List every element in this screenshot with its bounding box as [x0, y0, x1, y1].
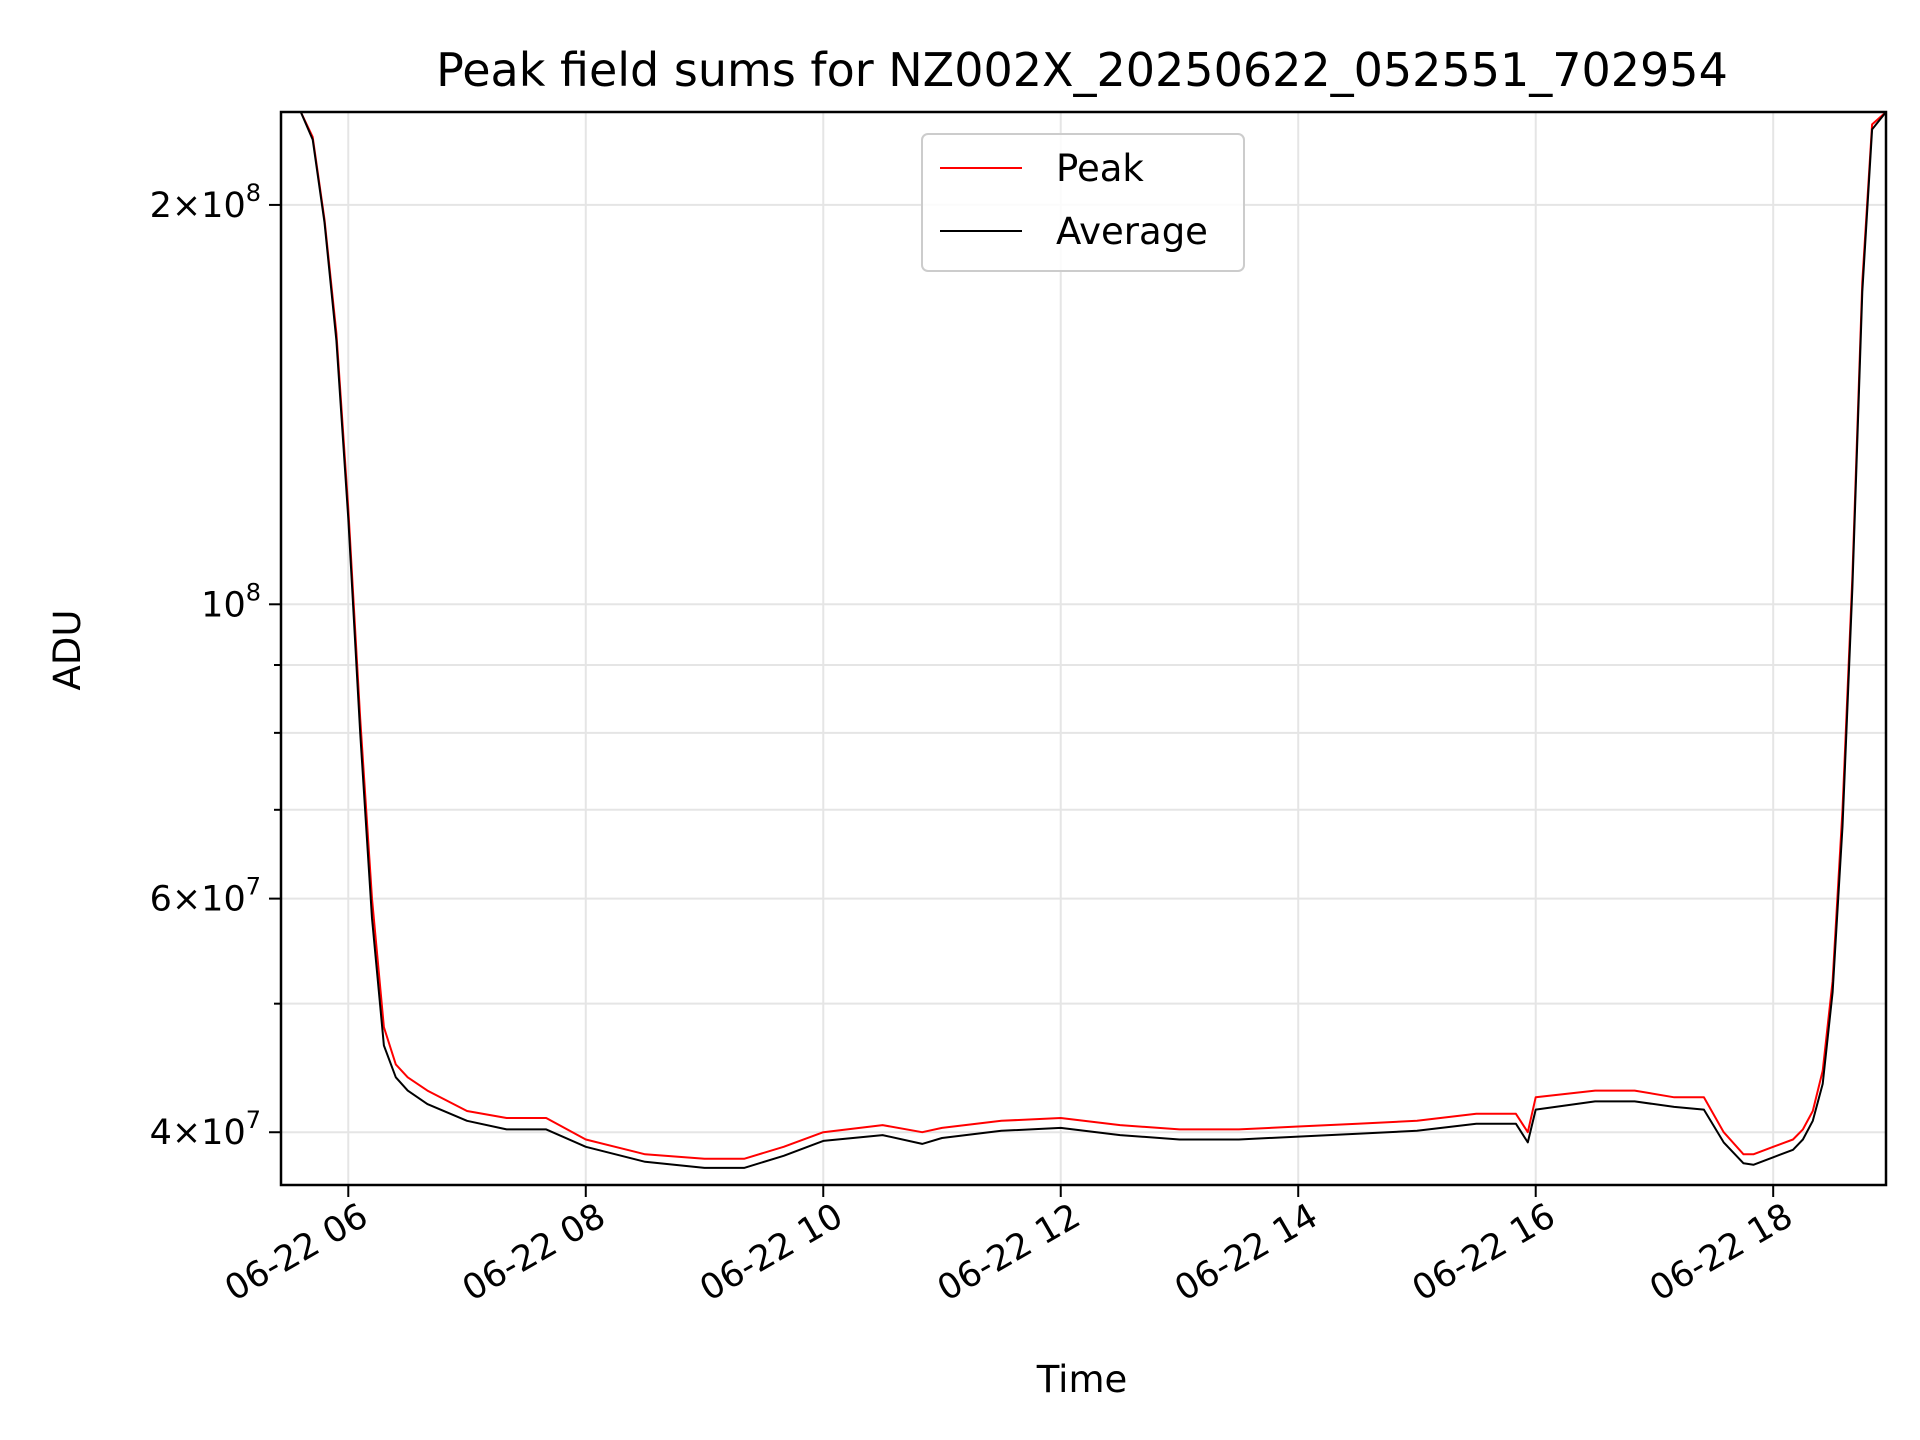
x-axis-label: Time	[1036, 1358, 1128, 1401]
axes-frame	[279, 110, 1888, 1187]
y-tick-label: 4×107	[150, 1106, 261, 1153]
legend: Peak Average	[921, 133, 1245, 272]
chart-title: Peak field sums for NZ002X_20250622_0525…	[436, 43, 1728, 97]
legend-label-peak: Peak	[1056, 147, 1144, 190]
y-tick-label: 2×108	[150, 179, 261, 226]
plot-area	[281, 112, 1886, 1185]
series-layer	[281, 112, 1886, 1169]
series-line-peak	[281, 112, 1886, 1160]
y-axis: 4×107 6×107 108 2×108	[150, 179, 281, 1153]
y-tick-label: 108	[201, 578, 261, 625]
y-tick-label: 6×107	[150, 873, 261, 920]
y-axis-label: ADU	[46, 610, 89, 691]
legend-label-average: Average	[1056, 210, 1208, 253]
series-line-average	[281, 112, 1886, 1169]
